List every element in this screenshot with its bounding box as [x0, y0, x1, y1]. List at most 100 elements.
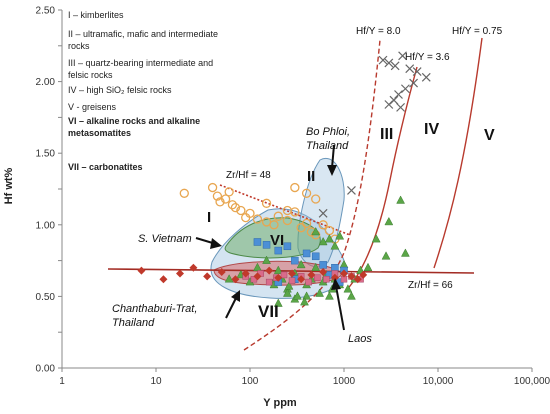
region-IV: IV: [424, 121, 439, 138]
data-point-square: [331, 264, 339, 272]
data-point-cross: [347, 186, 356, 195]
data-point-cross: [396, 102, 406, 112]
legend: I – kimberlites II – ultramafic, mafic a…: [68, 10, 218, 172]
data-point-triangle: [343, 284, 353, 293]
y-tick-label: 1.50: [36, 149, 56, 160]
data-point-circle: [261, 198, 272, 208]
annotation-chanthaburi: Chanthaburi-Trat, Thailand: [112, 303, 197, 329]
y-axis-title: Hf wt%: [3, 167, 15, 204]
labels: Hf/Y = 8.0 Hf/Y = 3.6 Hf/Y = 0.75 Zr/Hf …: [112, 26, 503, 345]
x-tick-label: 10: [150, 376, 162, 387]
data-point-diamond: [159, 275, 168, 284]
data-point-circle: [269, 220, 279, 230]
ticks: 1 10 100 1000 10,000 100,000 0.00 0.50 1.00 1.50 2…: [36, 6, 550, 388]
data-point-pink-square: [305, 278, 312, 286]
data-point-triangle: [363, 262, 373, 272]
data-point-triangle: [300, 297, 309, 306]
data-point-cross: [421, 72, 431, 82]
data-point-cross: [398, 51, 408, 61]
data-point-triangle: [273, 298, 283, 307]
arrow-laos: [335, 285, 345, 331]
x-tick-label: 1: [59, 376, 65, 387]
data-point-circle: [179, 188, 189, 198]
arrows: [195, 144, 345, 331]
data-point-triangle: [253, 262, 262, 272]
legend-item-6: VI – alkaline rocks and alkaline metasoma…: [68, 116, 200, 138]
data-point-circle: [282, 205, 293, 216]
data-point-diamond: [319, 268, 328, 277]
series-layer: [137, 51, 431, 307]
label-hf-y-8: Hf/Y = 8.0: [356, 26, 401, 37]
region-VI: VI: [270, 232, 284, 249]
data-point-circle: [236, 205, 246, 216]
region-I: I: [207, 209, 211, 226]
arrow-bo-phloi: [331, 144, 335, 169]
data-point-pink-square: [288, 277, 296, 284]
data-point-diamond: [297, 275, 306, 284]
cross-stroke: [412, 67, 422, 77]
data-point-diamond: [203, 272, 212, 281]
cross-stroke: [405, 64, 415, 74]
data-point-triangle: [311, 226, 321, 236]
data-point-triangle: [325, 291, 334, 300]
cross-stroke: [347, 186, 356, 195]
annotation-bo-phloi: Bo Phloi, Thailand: [306, 126, 350, 152]
data-point-diamond: [307, 270, 316, 279]
data-point-triangle: [371, 234, 381, 243]
data-point-square: [253, 238, 262, 246]
data-point-circle: [207, 182, 218, 193]
cross-stroke: [384, 58, 394, 68]
cross-stroke: [394, 90, 403, 99]
data-point-diamond: [288, 269, 297, 278]
y-tick-label: 0.00: [36, 364, 56, 375]
data-point-square: [302, 249, 311, 258]
data-point-circle: [273, 211, 283, 221]
arrow-bo-phloi-head: [327, 165, 337, 176]
data-point-triangle: [335, 231, 345, 240]
data-point-pink-square: [280, 271, 288, 279]
data-point-diamond: [347, 272, 356, 281]
cross-stroke: [318, 208, 328, 218]
data-point-triangle: [330, 241, 340, 250]
x-tick-label: 100,000: [514, 376, 550, 387]
data-point-diamond: [241, 269, 250, 278]
data-point-cross: [318, 208, 328, 218]
data-point-diamond: [217, 268, 226, 277]
data-point-circle: [230, 202, 241, 213]
cross-stroke: [398, 51, 408, 61]
data-point-triangle: [347, 291, 356, 300]
data-point-cross: [384, 58, 394, 68]
data-point-cross: [409, 78, 419, 88]
data-point-square: [291, 256, 299, 265]
data-point-triangle: [311, 262, 321, 272]
data-point-circle: [224, 187, 234, 197]
x-tick-label: 100: [242, 376, 259, 387]
data-point-cross: [412, 67, 422, 77]
annotation-laos: Laos: [348, 333, 372, 345]
data-point-pink-square: [323, 275, 330, 283]
legend-item-2: II – ultramafic, mafic and intermediate r…: [68, 29, 218, 51]
data-point-cross: [378, 55, 388, 65]
data-point-diamond: [253, 272, 262, 281]
cross-stroke: [389, 95, 399, 105]
data-point-square: [274, 246, 283, 255]
data-point-diamond: [231, 275, 240, 284]
label-hf-y-3-6: Hf/Y = 3.6: [405, 52, 450, 63]
data-point-circle: [212, 191, 223, 201]
data-point-diamond: [137, 266, 146, 275]
arrow-chanthaburi-head: [231, 290, 240, 302]
data-point-diamond: [340, 269, 348, 278]
data-point-triangle: [315, 288, 325, 297]
data-point-circle: [252, 214, 263, 224]
data-point-circle: [227, 200, 238, 210]
data-point-diamond: [353, 275, 362, 284]
region-III: III: [380, 126, 393, 143]
data-point-circle: [301, 188, 312, 198]
region-VII: VII: [258, 302, 279, 321]
data-point-square: [262, 241, 271, 249]
annotation-s-vietnam: S. Vietnam: [138, 233, 192, 245]
data-point-circle: [245, 208, 255, 218]
data-point-cross: [394, 90, 403, 99]
